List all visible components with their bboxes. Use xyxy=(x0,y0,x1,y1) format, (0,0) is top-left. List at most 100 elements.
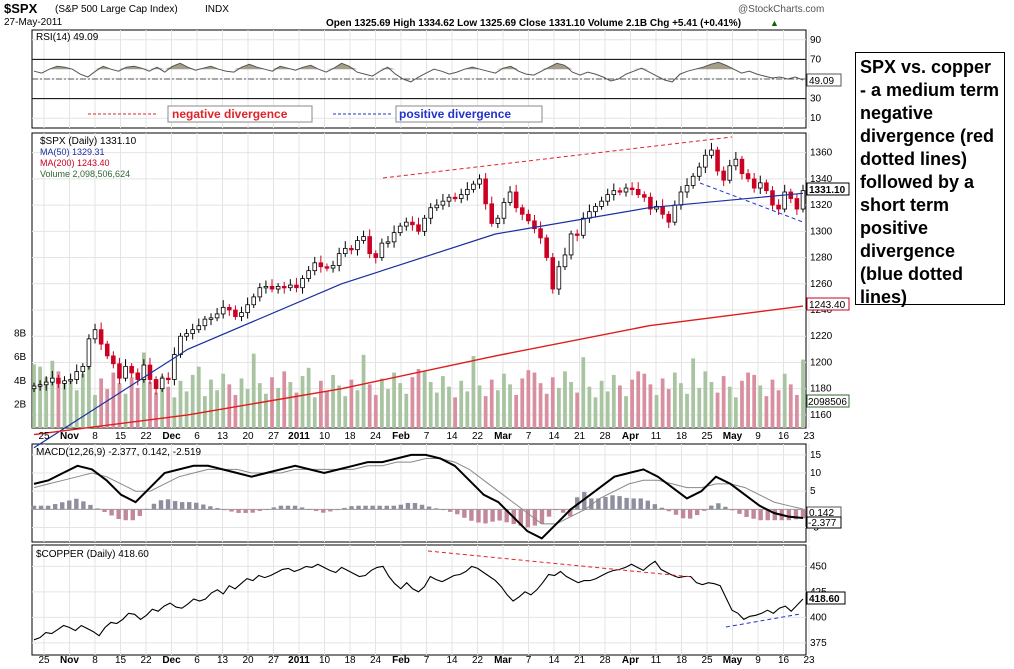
volume-bar xyxy=(44,377,49,428)
macd-histogram-bar xyxy=(229,509,234,512)
macd-histogram-bar xyxy=(356,505,361,510)
spx-positive-divergence-line xyxy=(699,182,804,223)
candle-body xyxy=(422,217,427,232)
macd-histogram-bar xyxy=(370,505,375,510)
volume-bar xyxy=(105,389,110,428)
candle-body xyxy=(397,225,403,234)
volume-bar xyxy=(361,354,366,428)
volume-bar xyxy=(776,390,781,428)
volume-tick-label: 8B xyxy=(14,329,27,340)
volume-bar xyxy=(636,371,641,428)
volume-bar xyxy=(495,390,500,428)
header-name: (S&P 500 Large Cap Index) xyxy=(55,4,178,15)
quote-line: Open 1325.69 High 1334.62 Low 1325.69 Cl… xyxy=(326,18,741,29)
copper-positive-divergence-line xyxy=(725,613,801,628)
macd-histogram-bar xyxy=(95,508,100,510)
macd-histogram-bar xyxy=(765,509,770,521)
x-tick-label: 21 xyxy=(574,431,586,442)
candle-body xyxy=(178,335,183,355)
candle-body xyxy=(123,365,128,379)
macd-histogram-bar xyxy=(412,503,418,510)
macd-histogram-bar xyxy=(744,509,749,517)
volume-label: Volume 2,098,506,624 xyxy=(40,169,130,179)
candle-body xyxy=(165,377,171,381)
volume-bar xyxy=(434,392,439,428)
macd-histogram-bar xyxy=(800,509,806,519)
candle-body xyxy=(727,165,733,181)
x-tick-label: 16 xyxy=(778,655,790,666)
candle-body xyxy=(507,191,513,203)
macd-histogram-bar xyxy=(172,501,178,510)
candle-body xyxy=(715,149,720,172)
macd-histogram-bar xyxy=(257,509,262,511)
macd-histogram-bar xyxy=(377,505,382,510)
rsi-last-tag xyxy=(806,73,842,87)
price-tick-label: 1320 xyxy=(810,200,833,211)
macd-histogram-bar xyxy=(102,509,107,512)
macd-histogram-bar xyxy=(680,509,686,519)
volume-bar xyxy=(386,389,390,428)
candle-body xyxy=(483,178,488,205)
candle-body xyxy=(495,217,501,224)
volume-bar xyxy=(605,391,610,428)
x-tick-label: 11 xyxy=(651,655,662,666)
volume-bar xyxy=(764,396,769,428)
macd-histogram-bar xyxy=(45,505,51,510)
volume-bar xyxy=(215,390,219,428)
x-axis-labels: 25 25 Nov Nov 8 8 15 15 22 22 Dec Dec 6 6 13 13 20 20 27 27… xyxy=(38,431,815,666)
macd-signal-line xyxy=(33,458,804,525)
macd-histogram-bar xyxy=(603,497,608,510)
candle-body xyxy=(440,200,446,206)
copper-last-text: 418.60 xyxy=(809,594,840,605)
volume-bar xyxy=(441,376,445,428)
macd-histogram-bar xyxy=(758,509,763,521)
candle-body xyxy=(660,206,665,215)
macd-histogram-bar xyxy=(391,505,397,510)
candle-body xyxy=(220,306,226,315)
macd-line xyxy=(33,453,804,540)
volume-bar xyxy=(544,393,549,428)
volume-bar xyxy=(111,372,116,428)
price-tick-label: 1340 xyxy=(810,174,833,185)
candle-body xyxy=(300,278,305,289)
macd-histogram-bar xyxy=(666,509,672,512)
x-tick-label: 6 xyxy=(194,655,200,666)
macd-histogram-bar xyxy=(709,505,714,510)
price-plot xyxy=(31,142,806,449)
candle-body xyxy=(68,379,73,382)
macd-histogram-bar xyxy=(31,505,37,510)
volume-bar xyxy=(312,397,317,428)
candle-body xyxy=(117,363,122,379)
x-tick-label: 10 xyxy=(319,655,331,666)
x-tick-label: 2011 xyxy=(288,431,310,442)
macd-histogram-bar xyxy=(426,506,432,510)
x-tick-label: 27 xyxy=(268,655,280,666)
x-tick-label: 15 xyxy=(115,655,127,666)
macd-histogram-bar xyxy=(567,509,573,517)
candle-body xyxy=(684,185,690,193)
macd-histogram-bar xyxy=(271,507,277,510)
candle-body xyxy=(648,196,653,210)
macd-histogram-bar xyxy=(730,509,735,511)
candle-body xyxy=(330,265,336,269)
x-tick-label: 25 xyxy=(38,431,50,442)
candle-body xyxy=(513,191,519,209)
candle-body xyxy=(196,325,202,331)
candle-body xyxy=(721,170,726,181)
volume-bar xyxy=(148,381,152,428)
volume-bar xyxy=(556,387,561,428)
copper-tick-label: 450 xyxy=(810,561,827,572)
volume-bar xyxy=(788,384,793,428)
volume-bar xyxy=(782,373,787,428)
volume-bar xyxy=(801,359,805,428)
stock-chart: $SPX (S&P 500 Large Cap Index) INDX 27-M… xyxy=(4,1,850,666)
candle-body xyxy=(214,313,220,319)
volume-bar xyxy=(453,397,457,428)
x-tick-label: 28 xyxy=(599,431,611,442)
macd-tick-label: 15 xyxy=(810,450,822,461)
volume-bar xyxy=(141,352,146,428)
volume-bar xyxy=(392,372,396,428)
x-tick-label: 10 xyxy=(319,431,331,442)
x-tick-label: May xyxy=(723,655,743,666)
macd-histogram-bar xyxy=(342,507,347,510)
